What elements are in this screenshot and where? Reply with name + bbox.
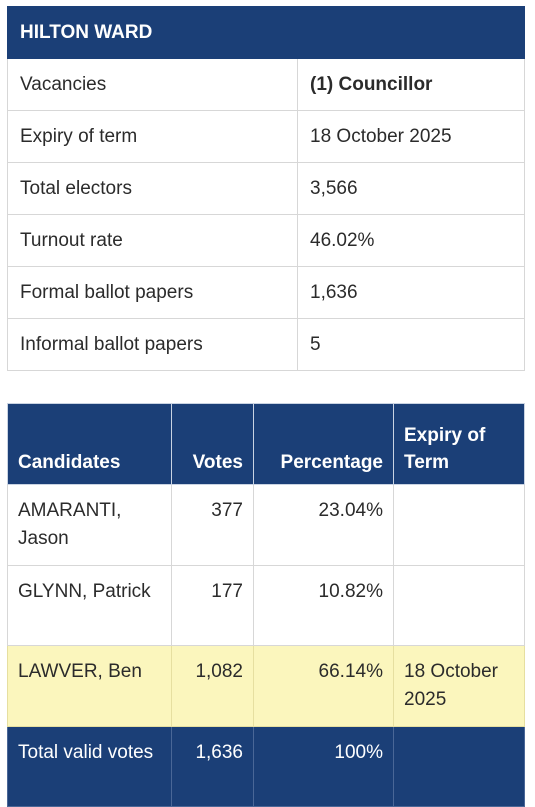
candidate-votes: 177 xyxy=(171,565,254,646)
summary-row: Expiry of term 18 October 2025 xyxy=(7,110,526,163)
percentage-header: Percentage xyxy=(253,403,394,485)
summary-value: 46.02% xyxy=(296,214,526,267)
candidate-percentage: 66.14% xyxy=(253,645,394,727)
summary-label: Vacancies xyxy=(7,58,298,111)
votes-header: Votes xyxy=(171,403,254,485)
candidate-percentage: 23.04% xyxy=(253,484,394,566)
summary-value: (1) Councillor xyxy=(296,58,526,111)
candidate-expiry: 18 October 2025 xyxy=(393,645,525,727)
summary-value: 1,636 xyxy=(296,266,526,319)
summary-label: Formal ballot papers xyxy=(7,266,298,319)
candidate-votes: 1,082 xyxy=(171,645,254,727)
total-row: Total valid votes 1,636 100% xyxy=(7,726,525,807)
results-table: Candidates Votes Percentage Expiry of Te… xyxy=(7,403,525,807)
total-votes: 1,636 xyxy=(171,726,254,807)
results-header-row: Candidates Votes Percentage Expiry of Te… xyxy=(7,403,525,485)
candidate-votes: 377 xyxy=(171,484,254,566)
total-expiry xyxy=(393,726,525,807)
summary-label: Turnout rate xyxy=(7,214,298,267)
summary-row: Informal ballot papers 5 xyxy=(7,318,526,371)
ward-summary-table: HILTON WARD Vacancies (1) Councillor Exp… xyxy=(6,6,526,371)
candidate-name: AMARANTI, Jason xyxy=(7,484,172,566)
summary-label: Informal ballot papers xyxy=(7,318,298,371)
candidate-name: GLYNN, Patrick xyxy=(7,565,172,646)
summary-row: Vacancies (1) Councillor xyxy=(7,58,526,111)
candidate-expiry xyxy=(393,565,525,646)
expiry-header: Expiry of Term xyxy=(393,403,525,485)
winner-row: LAWVER, Ben 1,082 66.14% 18 October 2025 xyxy=(7,645,525,727)
summary-value: 5 xyxy=(296,318,526,371)
total-percentage: 100% xyxy=(253,726,394,807)
summary-value: 3,566 xyxy=(296,162,526,215)
candidate-row: AMARANTI, Jason 377 23.04% xyxy=(7,484,525,566)
candidate-name: LAWVER, Ben xyxy=(7,645,172,727)
summary-label: Total electors xyxy=(7,162,298,215)
candidate-percentage: 10.82% xyxy=(253,565,394,646)
summary-row: Formal ballot papers 1,636 xyxy=(7,266,526,319)
candidate-row: GLYNN, Patrick 177 10.82% xyxy=(7,565,525,646)
total-label: Total valid votes xyxy=(7,726,172,807)
summary-label: Expiry of term xyxy=(7,110,298,163)
candidates-header: Candidates xyxy=(7,403,172,485)
summary-row: Turnout rate 46.02% xyxy=(7,214,526,267)
candidate-expiry xyxy=(393,484,525,566)
summary-value: 18 October 2025 xyxy=(296,110,526,163)
summary-row: Total electors 3,566 xyxy=(7,162,526,215)
ward-title: HILTON WARD xyxy=(6,6,526,59)
